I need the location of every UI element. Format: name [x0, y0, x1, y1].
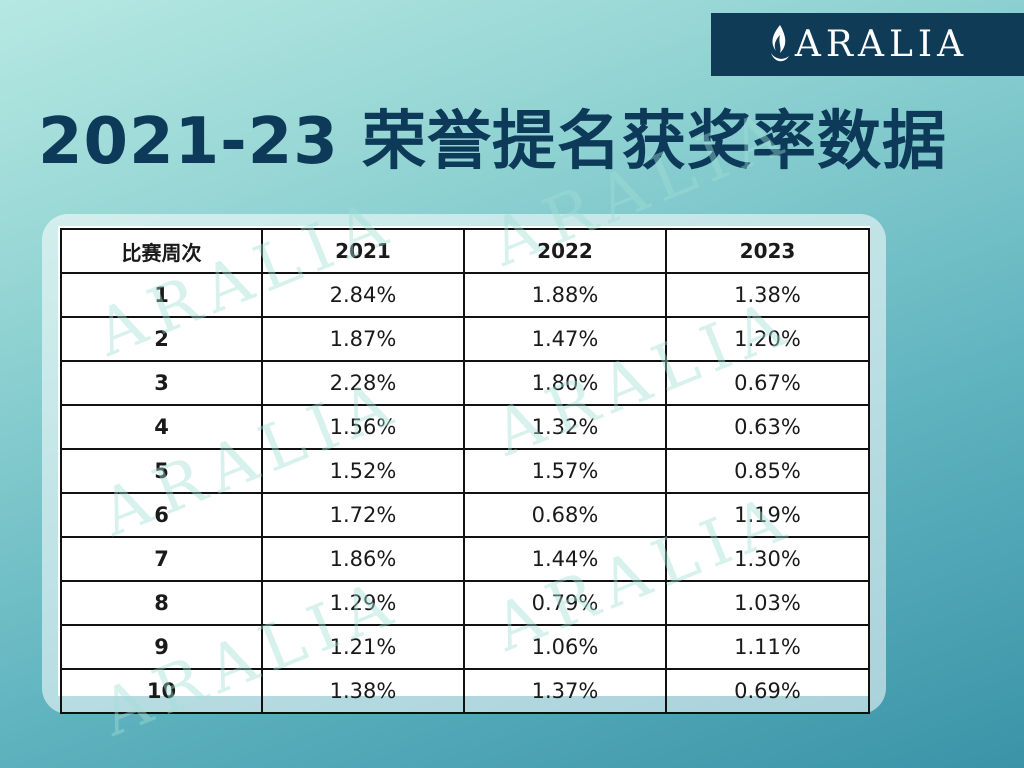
rate-2023-cell: 1.38% — [665, 272, 870, 318]
table-row: 7 1.86% 1.44% 1.30% — [60, 536, 870, 582]
rate-2021-cell: 1.72% — [261, 492, 465, 538]
rate-2021-cell: 1.56% — [261, 404, 465, 450]
award-rate-table: 比赛周次 2021 2022 2023 1 2.84% 1.88% 1.38% … — [60, 228, 870, 714]
header-2021: 2021 — [261, 228, 465, 274]
rate-2023-cell: 0.85% — [665, 448, 870, 494]
week-cell: 3 — [60, 360, 263, 406]
week-cell: 2 — [60, 316, 263, 362]
table-header-row: 比赛周次 2021 2022 2023 — [60, 228, 870, 274]
page-title: 2021-23 荣誉提名获奖率数据 — [38, 105, 948, 179]
week-cell: 1 — [60, 272, 263, 318]
rate-2023-cell: 0.67% — [665, 360, 870, 406]
week-cell: 7 — [60, 536, 263, 582]
rate-2023-cell: 0.63% — [665, 404, 870, 450]
week-cell: 8 — [60, 580, 263, 626]
rate-2021-cell: 2.28% — [261, 360, 465, 406]
table-row: 1 2.84% 1.88% 1.38% — [60, 272, 870, 318]
rate-2022-cell: 1.32% — [463, 404, 667, 450]
rate-2023-cell: 1.19% — [665, 492, 870, 538]
flame-icon — [770, 24, 789, 61]
week-cell: 10 — [60, 668, 263, 714]
week-cell: 9 — [60, 624, 263, 670]
header-week: 比赛周次 — [60, 228, 263, 274]
rate-2021-cell: 1.86% — [261, 536, 465, 582]
table-row: 2 1.87% 1.47% 1.20% — [60, 316, 870, 362]
table-row: 8 1.29% 0.79% 1.03% — [60, 580, 870, 626]
brand-logo: ARALIA — [711, 13, 1024, 76]
table-row: 3 2.28% 1.80% 0.67% — [60, 360, 870, 406]
rate-2023-cell: 1.11% — [665, 624, 870, 670]
header-2023: 2023 — [665, 228, 870, 274]
week-cell: 6 — [60, 492, 263, 538]
rate-2022-cell: 1.47% — [463, 316, 667, 362]
rate-2022-cell: 1.06% — [463, 624, 667, 670]
rate-2022-cell: 1.57% — [463, 448, 667, 494]
rate-2021-cell: 1.29% — [261, 580, 465, 626]
rate-2023-cell: 1.30% — [665, 536, 870, 582]
rate-2021-cell: 1.52% — [261, 448, 465, 494]
week-cell: 4 — [60, 404, 263, 450]
rate-2023-cell: 1.03% — [665, 580, 870, 626]
rate-2023-cell: 1.20% — [665, 316, 870, 362]
week-cell: 5 — [60, 448, 263, 494]
rate-2022-cell: 1.37% — [463, 668, 667, 714]
rate-2022-cell: 0.79% — [463, 580, 667, 626]
table-row: 5 1.52% 1.57% 0.85% — [60, 448, 870, 494]
table-row: 9 1.21% 1.06% 1.11% — [60, 624, 870, 670]
rate-2023-cell: 0.69% — [665, 668, 870, 714]
rate-2021-cell: 1.87% — [261, 316, 465, 362]
rate-2021-cell: 1.38% — [261, 668, 465, 714]
rate-2022-cell: 1.44% — [463, 536, 667, 582]
header-2022: 2022 — [463, 228, 667, 274]
brand-lockup: ARALIA — [767, 23, 968, 67]
rate-2022-cell: 1.80% — [463, 360, 667, 406]
table-row: 10 1.38% 1.37% 0.69% — [60, 668, 870, 714]
brand-name: ARALIA — [794, 24, 969, 65]
rate-2021-cell: 1.21% — [261, 624, 465, 670]
table-row: 6 1.72% 0.68% 1.19% — [60, 492, 870, 538]
table-row: 4 1.56% 1.32% 0.63% — [60, 404, 870, 450]
rate-2021-cell: 2.84% — [261, 272, 465, 318]
rate-2022-cell: 0.68% — [463, 492, 667, 538]
rate-2022-cell: 1.88% — [463, 272, 667, 318]
